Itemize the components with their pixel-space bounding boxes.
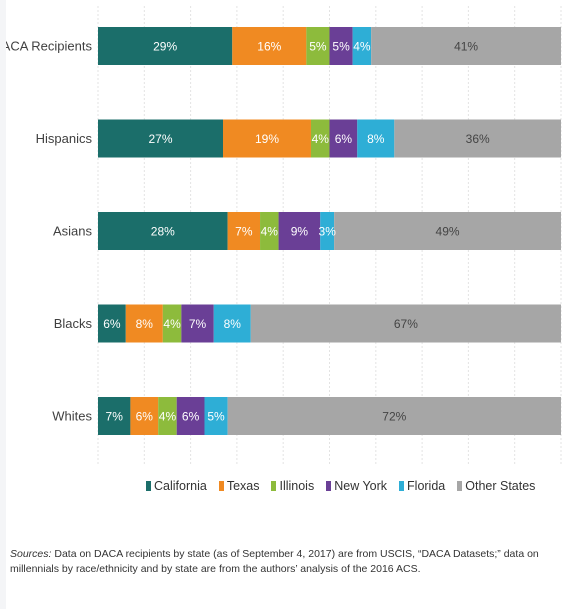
data-label: 28% [151, 225, 175, 239]
data-label: 7% [235, 225, 253, 239]
stacked-bar-chart: DACA Recipients Hispanics Asians Blacks Whit… [6, 6, 562, 465]
bar-segment-california [98, 119, 224, 158]
data-label: 4% [159, 410, 177, 424]
bar-segment-california [98, 212, 228, 250]
legend-item-new-york: New York [326, 479, 387, 493]
data-label: 8% [367, 132, 385, 146]
category-labels: DACA Recipients Hispanics Asians Blacks Whit… [6, 39, 92, 424]
bar-segment-illinois [310, 119, 330, 158]
data-label: 9% [291, 225, 309, 239]
data-label: 6% [136, 410, 154, 424]
bar-segment-florida [204, 397, 228, 435]
data-label: 16% [257, 40, 281, 54]
bar-segment-florida [213, 304, 251, 343]
data-label: 67% [394, 317, 418, 331]
data-label: 5% [207, 410, 225, 424]
bar-segment-florida [352, 27, 372, 65]
chart-panel: DACA Recipients Hispanics Asians Blacks Whit… [6, 0, 563, 609]
bar-segment-new-york [181, 304, 214, 343]
legend: California Texas Illinois New York Flori… [146, 479, 535, 493]
source-text: Data on DACA recipients by state (as of … [10, 548, 539, 575]
legend-label: Florida [407, 479, 446, 493]
bar-segment-illinois [306, 27, 330, 65]
bar-segment-new-york [329, 119, 358, 158]
data-label: 49% [436, 225, 460, 239]
data-label: 19% [255, 132, 279, 146]
legend-item-texas: Texas [218, 479, 260, 493]
bar-segment-florida [320, 212, 335, 250]
bar-segment-texas [227, 212, 261, 250]
bar-segment-other-states [371, 27, 561, 65]
bar-segments [98, 27, 562, 435]
bar-segment-other-states [334, 212, 561, 250]
bar-segment-other-states [227, 397, 561, 435]
category-label: DACA Recipients [6, 39, 92, 54]
legend-label: Other States [465, 479, 536, 493]
data-label: 41% [454, 40, 478, 54]
data-label: 5% [332, 40, 350, 54]
data-label: 6% [182, 410, 200, 424]
bar-segment-florida [357, 119, 395, 158]
source-note: Sources: Data on DACA recipients by stat… [10, 547, 558, 577]
data-label: 5% [309, 40, 327, 54]
bar-segment-california [98, 304, 126, 343]
bar-segment-illinois [162, 304, 182, 343]
category-label: Asians [53, 224, 93, 239]
legend-label: New York [334, 479, 388, 493]
data-label: 7% [189, 317, 207, 331]
bar-segment-california [98, 397, 131, 435]
data-label: 3% [319, 225, 337, 239]
category-label: Hispanics [36, 131, 93, 146]
data-label: 4% [312, 132, 330, 146]
legend-swatch [271, 481, 277, 491]
legend-swatch [218, 481, 224, 491]
bar-segment-texas [232, 27, 307, 65]
category-label: Blacks [54, 316, 93, 331]
category-label: Whites [52, 409, 92, 424]
legend-swatch [399, 481, 405, 491]
data-label: 29% [153, 40, 177, 54]
bar-segment-new-york [329, 27, 353, 65]
legend-label: California [154, 479, 207, 493]
legend-item-california: California [146, 479, 207, 493]
legend-item-other-states: Other States [457, 479, 535, 493]
legend-swatch [146, 481, 151, 491]
legend-label: Texas [226, 479, 260, 493]
data-label: 7% [106, 410, 124, 424]
bar-segment-other-states [250, 304, 562, 343]
bar-segment-new-york [176, 397, 205, 435]
data-label: 4% [353, 40, 371, 54]
legend-item-florida: Florida [399, 479, 445, 493]
bar-segment-other-states [394, 119, 561, 158]
bar-segment-texas [130, 397, 159, 435]
bar-segment-california [98, 27, 233, 65]
source-prefix: Sources: [10, 548, 52, 560]
legend-item-illinois: Illinois [271, 479, 314, 493]
data-label: 72% [382, 410, 406, 424]
data-label: 4% [261, 225, 279, 239]
legend-swatch [326, 481, 332, 491]
data-label: 4% [163, 317, 181, 331]
segment-labels: 29% 16% 5% 5% 4% 41%27% 19% 4% 6% 8% 36%28% 7% 4% 9% 3… [103, 40, 490, 424]
bar-segment-illinois [260, 212, 279, 250]
data-label: 8% [136, 317, 154, 331]
bar-segment-new-york [278, 212, 321, 250]
legend-label: Illinois [279, 479, 315, 493]
data-label: 36% [466, 132, 490, 146]
bar-segment-texas [125, 304, 163, 343]
data-label: 8% [224, 317, 242, 331]
data-label: 6% [335, 132, 353, 146]
data-label: 6% [103, 317, 121, 331]
data-label: 27% [148, 132, 172, 146]
legend-swatch [457, 481, 463, 491]
bar-segment-illinois [158, 397, 177, 435]
bar-segment-texas [223, 119, 311, 158]
